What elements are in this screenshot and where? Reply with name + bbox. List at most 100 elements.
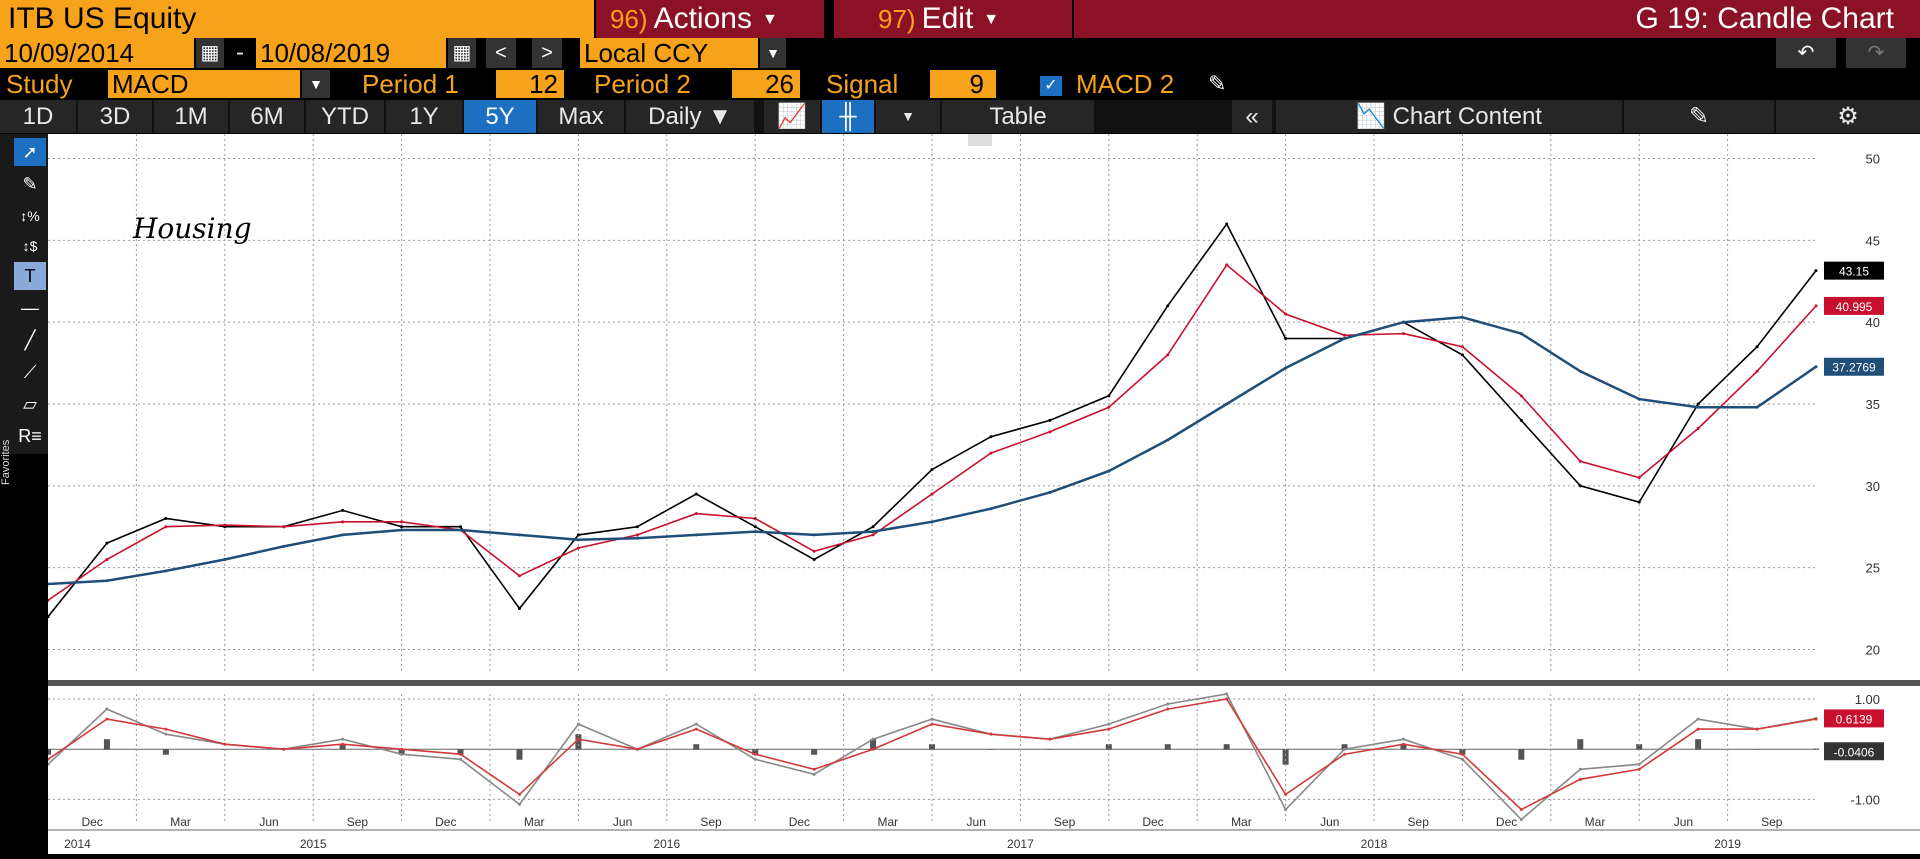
chevron-down-icon[interactable]: ▼ (876, 100, 940, 133)
tab-ytd[interactable]: YTD (306, 100, 384, 133)
x-month-label: Mar (1585, 815, 1606, 829)
chart-annotation-housing: Housing (132, 212, 252, 245)
price-data-point (341, 508, 345, 512)
end-date-field[interactable]: 10/08/2019 (256, 38, 446, 68)
x-month-label: Dec (789, 815, 810, 829)
macd-data-point (576, 722, 580, 726)
start-date-field[interactable]: 10/09/2014 (0, 38, 194, 68)
tab-max[interactable]: Max (538, 100, 624, 133)
x-month-label: Sep (700, 815, 722, 829)
macd-data-point (1107, 727, 1111, 731)
price-data-point (871, 525, 875, 529)
frequency-select[interactable]: Daily ▼ (626, 100, 754, 133)
macd-data-point (812, 767, 816, 771)
horizontal-line-icon[interactable]: — (21, 298, 39, 318)
macd-data-point (871, 737, 875, 741)
price-data-point (459, 528, 463, 532)
price-data-point (753, 530, 757, 534)
table-button[interactable]: Table (942, 100, 1094, 133)
candle-chart-icon[interactable]: ╫ (822, 100, 874, 133)
actions-menu[interactable]: 96) Actions ▼ (596, 0, 824, 38)
tab-1m[interactable]: 1M (154, 100, 228, 133)
macd-data-point (1696, 717, 1700, 721)
edit-menu[interactable]: 97) Edit ▼ (834, 0, 1072, 38)
price-data-point (812, 533, 816, 537)
price-data-point (1107, 405, 1111, 409)
chevron-down-icon[interactable]: ▼ (760, 38, 786, 68)
macd-data-point (46, 757, 50, 761)
macd-histogram-bar (929, 744, 935, 750)
macd-data-point (1696, 727, 1700, 731)
chart-canvas[interactable]: 20 25 30 35 40 45 50 43.15 40.995 37.2769 Housing… (45, 134, 1920, 854)
macd-histogram-bar (339, 744, 346, 750)
ray-line-icon[interactable]: ⟋ (23, 362, 37, 382)
redo-icon[interactable]: ↷ (1846, 38, 1906, 68)
regression-icon[interactable]: R≡ (18, 426, 42, 446)
macd-histogram-bar (1754, 749, 1761, 750)
line-chart-icon[interactable]: 📈 (764, 100, 820, 133)
price-data-point (1578, 369, 1582, 373)
undo-icon[interactable]: ↶ (1776, 38, 1836, 68)
calendar-icon[interactable]: ▦ (196, 38, 224, 68)
price-data-point (1107, 469, 1111, 473)
price-data-point (753, 517, 757, 521)
pointer-icon[interactable]: ➚ (14, 138, 46, 166)
gear-icon[interactable]: ⚙ (1776, 100, 1920, 133)
edit-chart-icon[interactable]: ✎ (1624, 100, 1774, 133)
study-select[interactable]: MACD (108, 70, 300, 98)
x-month-label: Dec (1496, 815, 1517, 829)
tab-6m[interactable]: 6M (230, 100, 304, 133)
macd-data-point (1578, 767, 1582, 771)
macd-data-point (46, 762, 50, 766)
percent-measure-icon[interactable]: ↕% (20, 208, 40, 224)
ticker-field[interactable]: ITB US Equity (0, 0, 594, 38)
price-data-point (1107, 394, 1111, 398)
chevron-down-icon[interactable]: ▼ (302, 70, 330, 98)
tab-3d[interactable]: 3D (78, 100, 152, 133)
price-data-point (1519, 332, 1523, 336)
dollar-measure-icon[interactable]: ↕$ (22, 238, 38, 254)
previous-arrow-icon[interactable]: < (486, 38, 516, 68)
price-data-point (223, 557, 227, 561)
price-data-point (989, 435, 993, 439)
macd-value-badge (1824, 709, 1884, 728)
signal-input[interactable]: 9 (930, 70, 996, 98)
currency-select[interactable]: Local CCY (580, 38, 758, 68)
channel-icon[interactable]: ▱ (23, 394, 37, 414)
price-data-point (46, 615, 50, 619)
period2-input[interactable]: 26 (732, 70, 800, 98)
collapse-icon[interactable]: « (1232, 100, 1272, 133)
next-arrow-icon[interactable]: > (532, 38, 562, 68)
tab-1y[interactable]: 1Y (386, 100, 462, 133)
macd-histogram-bar (870, 739, 877, 750)
draw-icon[interactable]: ✎ (22, 174, 38, 194)
trend-line-icon[interactable]: ╱ (24, 330, 36, 350)
tab-5y[interactable]: 5Y (464, 100, 536, 133)
price-data-point (1578, 484, 1582, 488)
macd-data-point (694, 722, 698, 726)
price-data-point (1814, 304, 1818, 308)
macd-histogram-bar (457, 749, 464, 755)
macd-data-point (1166, 707, 1170, 711)
macd-value-label: -0.0406 (1834, 745, 1875, 759)
macd-data-point (576, 737, 580, 741)
chart-content-button[interactable]: 📉 Chart Content (1276, 100, 1622, 133)
actions-menu-label: Actions (653, 2, 752, 35)
price-data-point (635, 533, 639, 537)
tab-1d[interactable]: 1D (0, 100, 76, 133)
period1-input[interactable]: 12 (496, 70, 564, 98)
macd-data-point (282, 747, 286, 751)
price-data-point (517, 574, 521, 578)
text-icon[interactable]: T (14, 262, 46, 290)
chart-icon: 📉 (1356, 103, 1386, 130)
chart-content-label: Chart Content (1392, 103, 1542, 130)
calendar-icon[interactable]: ▦ (448, 38, 476, 68)
price-data-point (989, 507, 993, 511)
macd-histogram-bar (1105, 744, 1112, 750)
pencil-icon[interactable]: ✎ (1208, 71, 1227, 96)
macd-histogram-bar (987, 749, 994, 750)
price-data-point (1696, 427, 1700, 431)
macd2-checkbox[interactable]: ✓ (1040, 76, 1062, 96)
price-data-point (1225, 222, 1229, 226)
chart-area[interactable]: 20 25 30 35 40 45 50 43.15 40.995 37.2769 Housing… (45, 134, 1920, 854)
